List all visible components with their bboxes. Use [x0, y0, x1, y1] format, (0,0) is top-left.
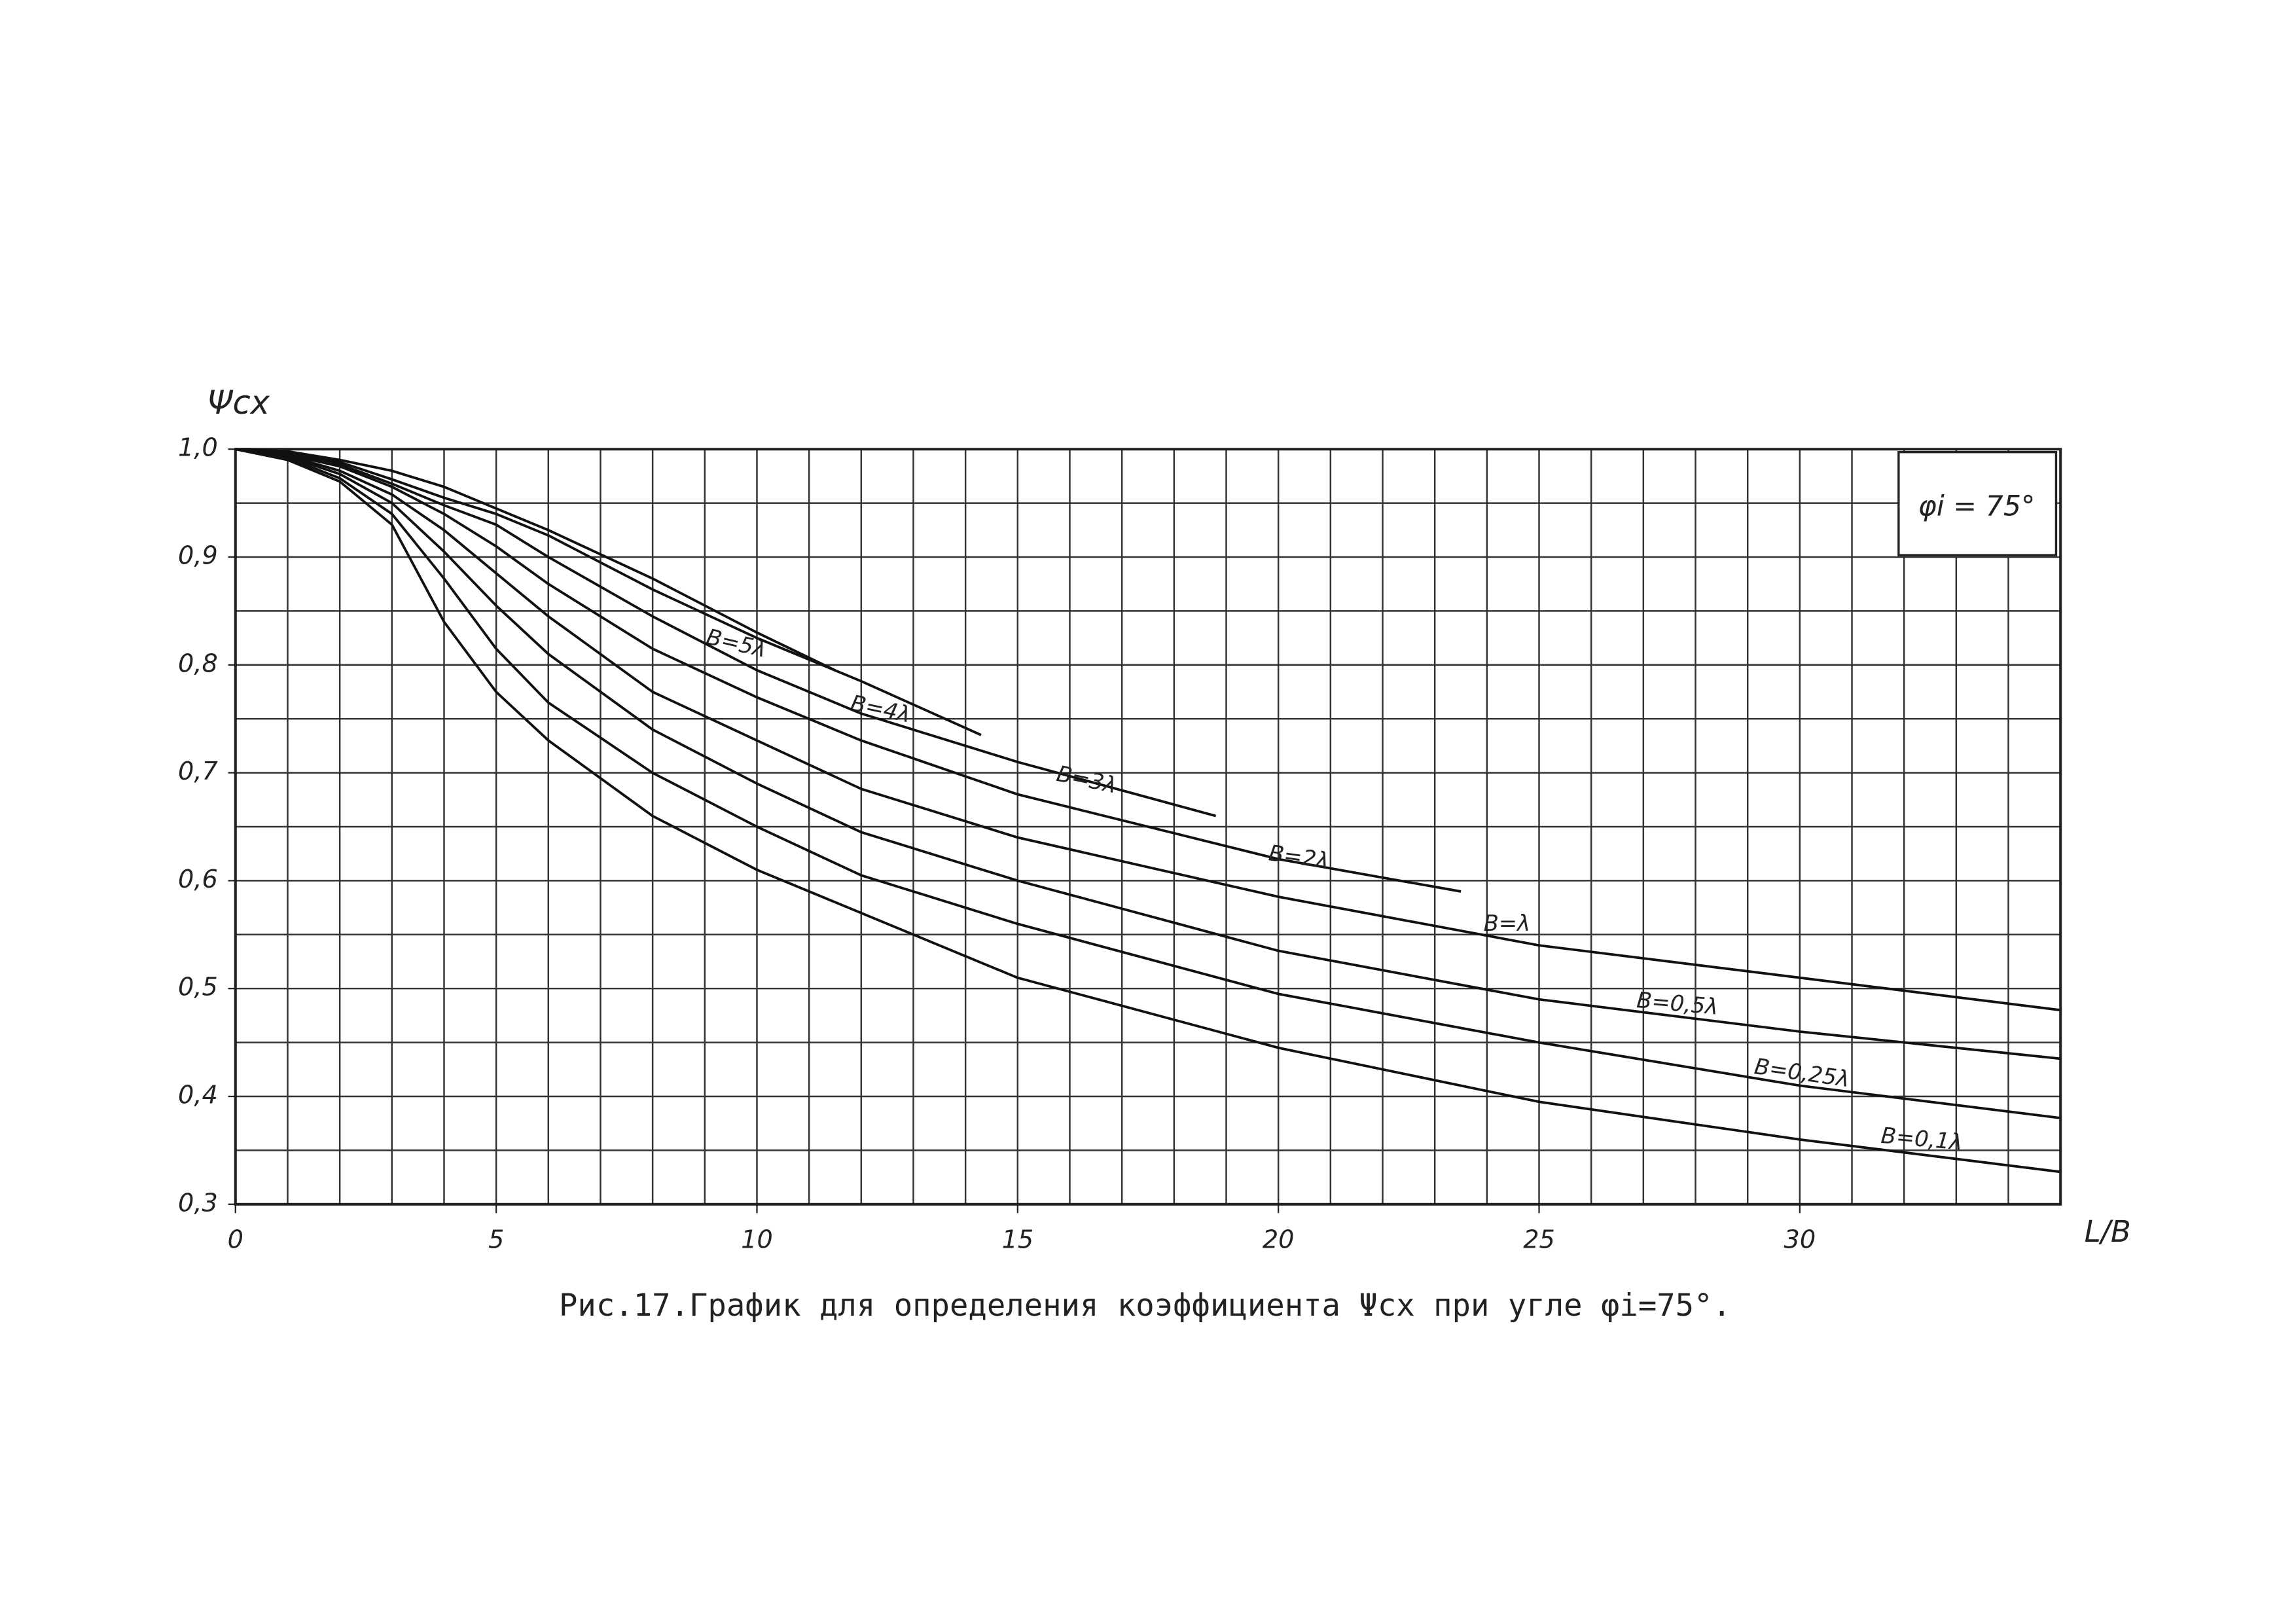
curve	[235, 448, 2061, 1174]
curve-label: B=0,5λ	[1636, 987, 1719, 1020]
curve-label: B=λ	[1484, 911, 1530, 936]
y-tick-label: 0,9	[178, 541, 218, 570]
x-tick-label: 30	[1784, 1226, 1816, 1255]
y-tick-label: 0,7	[178, 757, 218, 786]
curve	[235, 448, 836, 672]
curve	[235, 448, 1217, 818]
y-tick-label: 0,5	[178, 973, 218, 1002]
curve-label: B=4λ	[848, 690, 913, 727]
y-tick-label: 0,3	[178, 1189, 218, 1218]
y-axis-label: Ψcx	[207, 384, 270, 422]
y-tick-label: 0,4	[178, 1081, 218, 1110]
curve	[235, 448, 982, 736]
x-axis-label: L/B	[2085, 1214, 2131, 1249]
y-tick-label: 1,0	[178, 434, 218, 463]
x-tick-label: 0	[228, 1226, 243, 1255]
x-tick-label: 20	[1263, 1226, 1295, 1255]
curve-label: B=3λ	[1054, 761, 1119, 798]
x-tick-label: 25	[1523, 1226, 1555, 1255]
curve	[235, 448, 2061, 1012]
x-tick-label: 15	[1002, 1226, 1034, 1255]
curve	[235, 448, 2061, 1119]
x-tick-label: 5	[488, 1226, 504, 1255]
caption: Рис.17.График для определения коэффициен…	[559, 1288, 1731, 1324]
plot-frame	[234, 448, 2062, 1206]
annotation: φi = 75°	[1918, 490, 2036, 523]
annotation-box	[1897, 451, 2058, 556]
curve	[235, 448, 2061, 1060]
x-tick-label: 10	[741, 1226, 773, 1255]
y-tick-label: 0,6	[178, 865, 218, 894]
y-tick-label: 0,8	[178, 649, 218, 678]
curve	[235, 448, 1462, 893]
curve-label: B=2λ	[1267, 840, 1331, 874]
